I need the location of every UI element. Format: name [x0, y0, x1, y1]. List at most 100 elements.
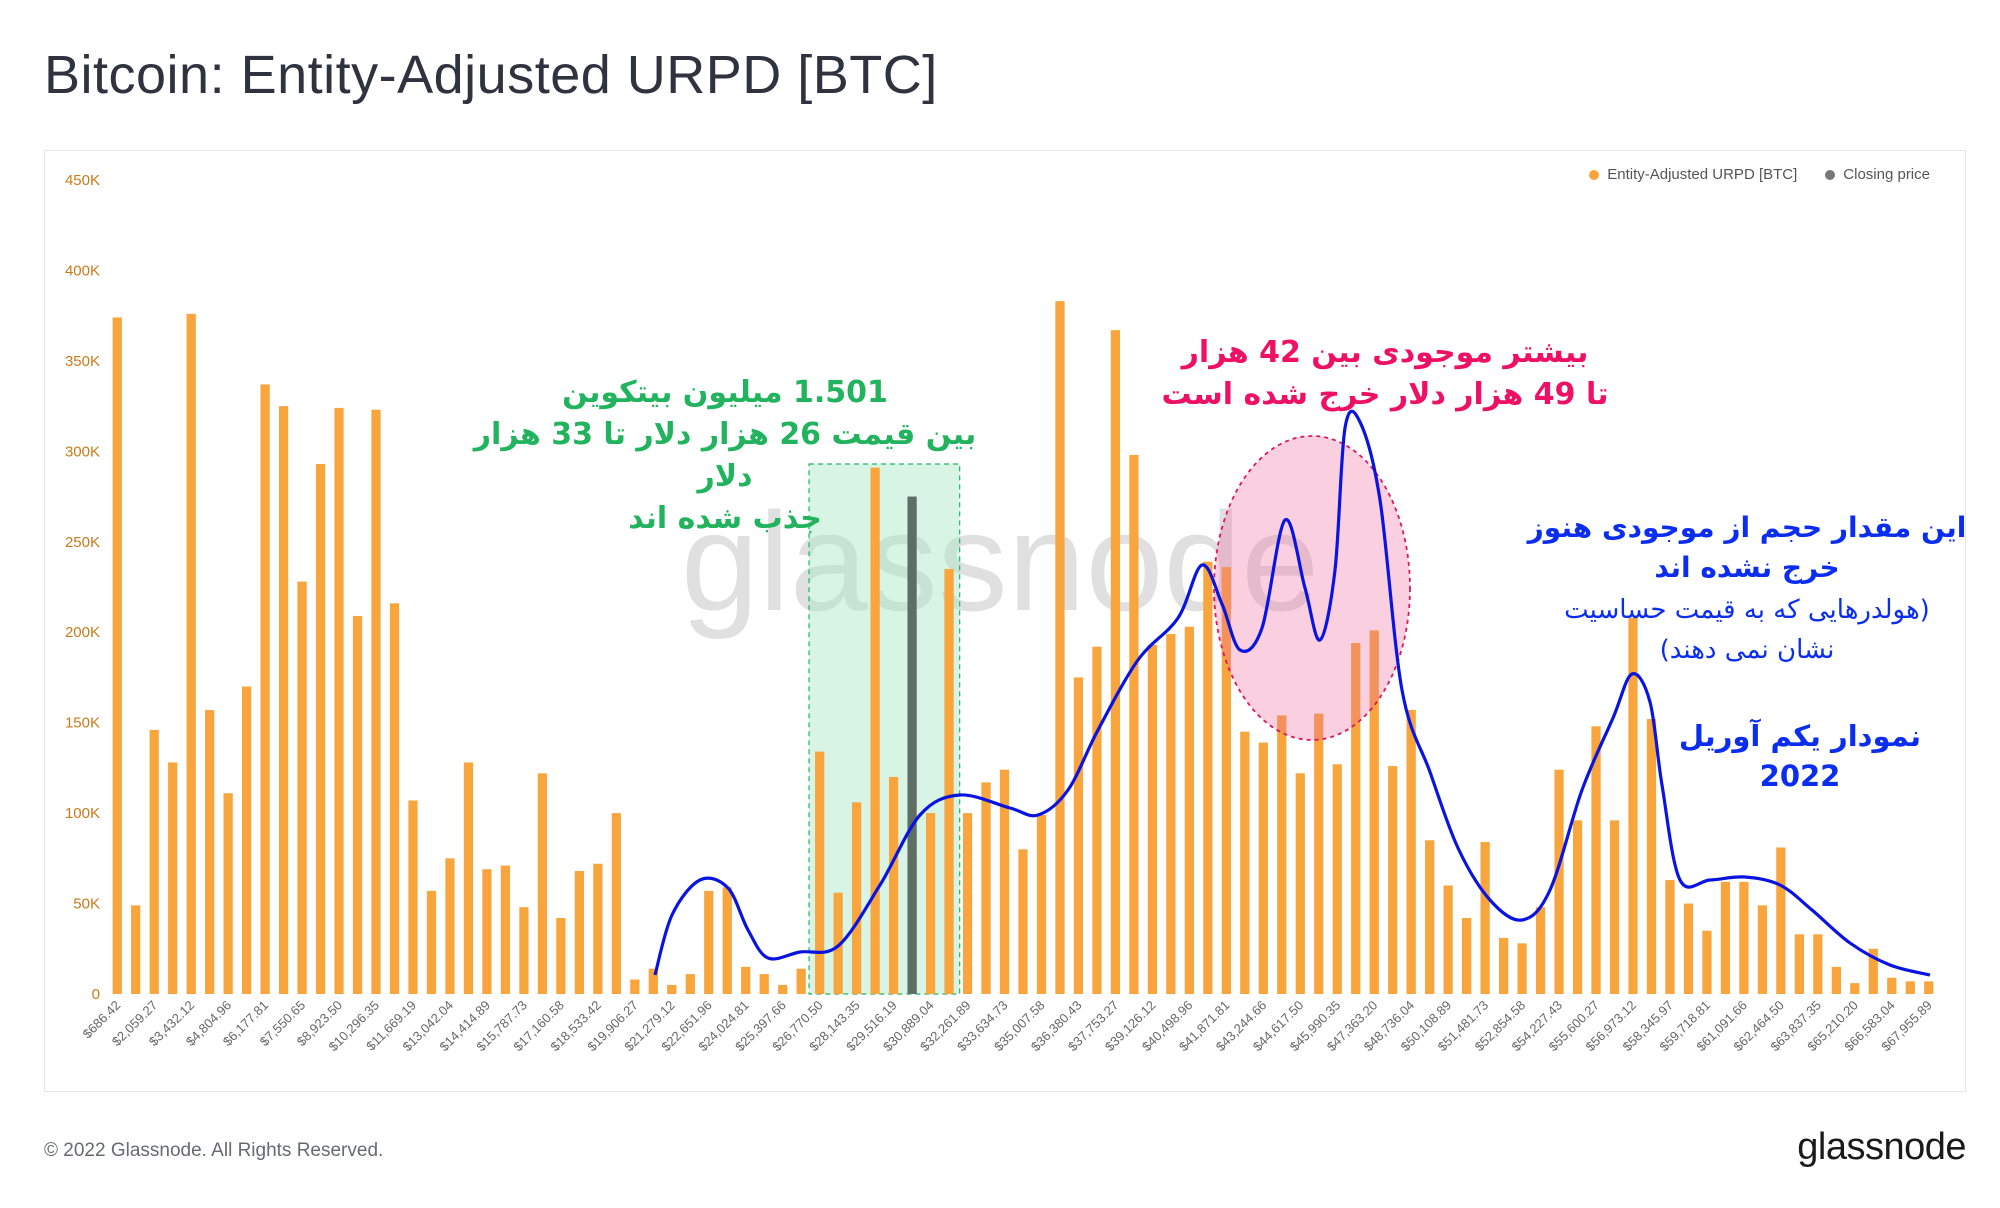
- bar: [1277, 715, 1287, 994]
- bar: [1258, 742, 1268, 994]
- annotation-date: نمودار یکم آوریل 2022: [1650, 716, 1950, 796]
- bar: [630, 979, 640, 994]
- bar: [1572, 820, 1583, 994]
- bar: [408, 800, 418, 994]
- bar: [870, 467, 880, 994]
- y-tick-label: 350K: [65, 353, 100, 370]
- bar: [685, 974, 695, 994]
- bar: [1406, 710, 1416, 994]
- bar: [445, 858, 455, 994]
- bar: [1388, 766, 1398, 994]
- bar: [297, 581, 307, 994]
- bar: [574, 870, 584, 994]
- bar: [1702, 930, 1712, 994]
- bar: [1646, 719, 1657, 994]
- bar: [1720, 881, 1731, 994]
- bar: [1221, 567, 1231, 994]
- y-tick-label: 50K: [73, 896, 100, 913]
- bar: [1073, 677, 1084, 994]
- legend-label-closing: Closing price: [1843, 166, 1930, 183]
- bar: [223, 793, 233, 994]
- hand-drawn-curve: [653, 409, 1931, 977]
- green-zone: [808, 463, 961, 995]
- bar: [1831, 966, 1841, 994]
- bar: [205, 710, 215, 994]
- annotation-blue-line-2: خرج نشده اند: [1654, 551, 1840, 584]
- bar: [1813, 934, 1823, 994]
- annotation-pink-line-2: تا 49 هزار دلار خرج شده است: [1161, 377, 1609, 412]
- bar: [1369, 630, 1379, 994]
- bar: [1554, 769, 1564, 994]
- annotation-blue-sub-line-2: نشان نمی دهند): [1659, 635, 1835, 665]
- bar: [463, 762, 474, 994]
- y-tick-label: 200K: [65, 624, 100, 641]
- brand-logo[interactable]: glassnode: [1797, 1126, 1966, 1168]
- bar: [371, 409, 381, 994]
- bar: [131, 905, 141, 994]
- bar: [1129, 454, 1139, 994]
- bar: [1166, 634, 1176, 994]
- annotation-green-line-1: 1.501 میلیون بیتکوین: [562, 375, 888, 410]
- bar: [482, 869, 492, 994]
- annotation-blue-sub-line-1: (هولدرهایی که به قیمت حساسیت: [1564, 595, 1930, 625]
- copyright-footer: © 2022 Glassnode. All Rights Reserved.: [44, 1140, 384, 1161]
- bar: [778, 984, 788, 994]
- annotation-green-line-3: جذب شده اند: [628, 501, 822, 536]
- y-tick-label: 250K: [65, 534, 100, 551]
- bar: [1905, 981, 1915, 994]
- bar: [1868, 948, 1878, 994]
- bar: [1480, 842, 1490, 994]
- annotation-green-line-2: بین قیمت 26 هزار دلار تا 33 هزار دلار: [473, 417, 977, 494]
- bar: [1757, 905, 1768, 994]
- bar: [556, 918, 566, 994]
- bar: [1332, 764, 1342, 994]
- bar: [1794, 934, 1804, 994]
- y-tick-label: 150K: [65, 715, 100, 732]
- bar: [1147, 644, 1158, 994]
- bar: [260, 384, 270, 995]
- bar: [704, 890, 714, 994]
- bar: [112, 317, 122, 994]
- bar: [1425, 840, 1435, 994]
- bar: [1351, 643, 1361, 994]
- annotation-blue-line-1: این مقدار حجم از موجودی هنوز: [1527, 511, 1967, 544]
- bar: [242, 686, 252, 994]
- y-tick-label: 300K: [65, 443, 100, 460]
- bar: [611, 813, 621, 994]
- annotation-blue-sub: (هولدرهایی که به قیمت حساسیت نشان نمی ده…: [1508, 590, 1986, 670]
- chart-legend: Entity-Adjusted URPD [BTC] Closing price: [1589, 166, 1930, 183]
- bar: [1498, 937, 1509, 994]
- bar: [962, 813, 973, 994]
- bar: [852, 802, 862, 994]
- bar: [796, 968, 806, 994]
- bar: [1665, 880, 1675, 994]
- bar: [981, 782, 991, 994]
- bar: [315, 463, 326, 994]
- bar: [1683, 903, 1694, 994]
- bar: [1609, 820, 1620, 994]
- y-tick-label: 450K: [65, 172, 100, 189]
- annotation-date-line-2: 2022: [1759, 759, 1841, 793]
- pink-zone: [1213, 435, 1411, 741]
- bar: [648, 968, 658, 994]
- bar: [1314, 713, 1324, 994]
- legend-dot-closing: [1825, 169, 1836, 180]
- bar: [519, 907, 529, 994]
- legend-item-closing[interactable]: Closing price: [1825, 166, 1930, 183]
- bar: [1110, 330, 1121, 994]
- annotation-green: 1.501 میلیون بیتکوین بین قیمت 26 هزار دل…: [445, 372, 1005, 540]
- legend-item-urpd[interactable]: Entity-Adjusted URPD [BTC]: [1589, 166, 1797, 183]
- bar: [1018, 849, 1028, 994]
- watermark: glassnode: [681, 483, 1319, 640]
- bar: [944, 568, 954, 994]
- bar: [500, 865, 511, 994]
- bar: [1462, 918, 1472, 994]
- bar: [815, 751, 825, 994]
- bar: [168, 762, 178, 994]
- bar: [759, 974, 769, 994]
- bar: [1517, 943, 1527, 994]
- bar: [149, 729, 159, 994]
- bar: [186, 313, 196, 994]
- chart-title: Bitcoin: Entity-Adjusted URPD [BTC]: [44, 45, 938, 105]
